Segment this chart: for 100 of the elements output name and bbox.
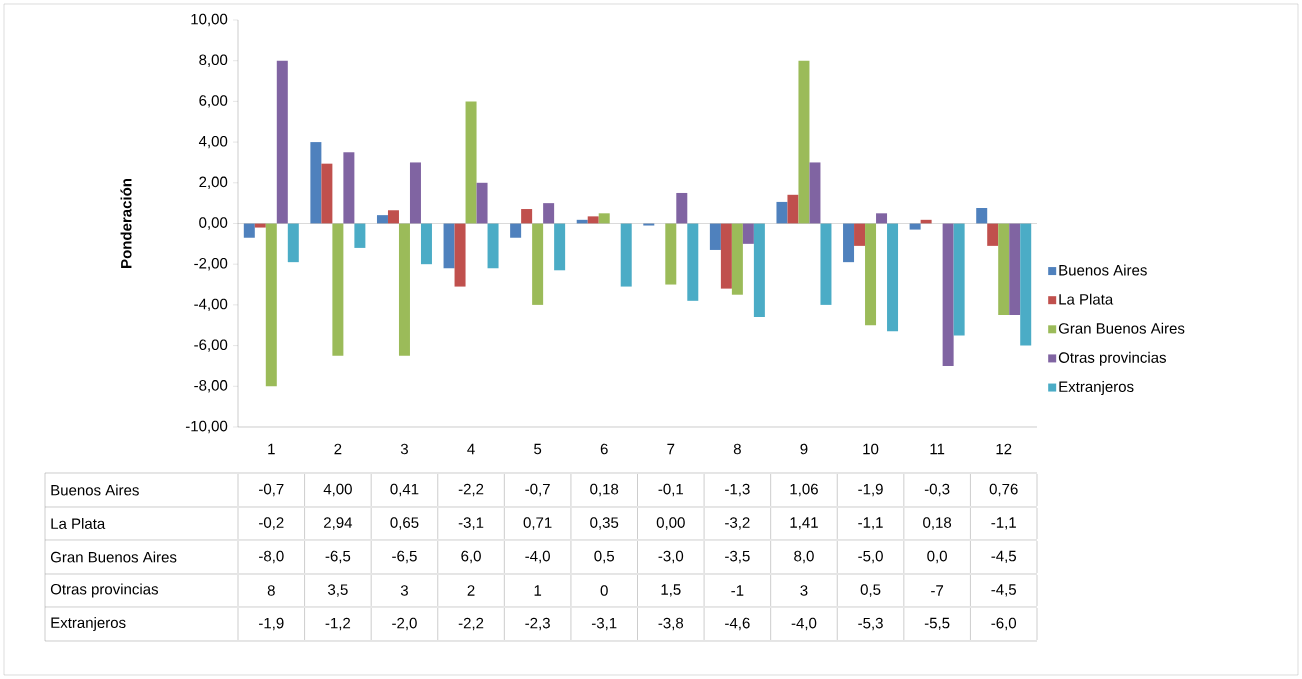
data-label: 8 — [267, 585, 275, 596]
data-label: 0,35 — [590, 517, 619, 530]
bar — [709, 223, 721, 250]
data-label: -4,0 — [525, 550, 550, 564]
bar — [443, 223, 455, 269]
bar — [587, 216, 599, 224]
x-tick-label: 8 — [733, 443, 741, 455]
text: Buenos Aires — [51, 484, 139, 496]
x-tick-label: 12 — [996, 443, 1012, 455]
data-label: -7 — [931, 585, 944, 596]
x-tick-label: 7 — [667, 443, 675, 455]
y-tick-label: -2,00 — [194, 257, 228, 271]
bar — [521, 209, 533, 224]
data-label: -0,2 — [259, 517, 284, 530]
bar — [387, 210, 399, 224]
y-tick-label: 4,00 — [198, 135, 228, 149]
data-label: -1,3 — [725, 483, 750, 497]
data-label: -4,5 — [991, 584, 1017, 597]
bar — [554, 223, 566, 271]
data-label: 0,65 — [390, 517, 419, 530]
data-label: -1,2 — [325, 617, 351, 631]
bar — [265, 223, 277, 387]
y-tick-label: 6,00 — [199, 95, 228, 108]
data-label: -6,0 — [991, 617, 1017, 631]
bar — [665, 223, 677, 285]
bar — [620, 223, 632, 287]
bar — [420, 223, 432, 265]
bar — [998, 223, 1010, 316]
bar — [909, 223, 921, 230]
bar — [343, 152, 355, 224]
bar — [1020, 223, 1032, 346]
x-tick-label: 11 — [930, 443, 945, 455]
bar — [987, 223, 999, 246]
bar — [976, 208, 988, 224]
legend-label: Extranjeros — [1059, 380, 1134, 395]
x-tick-label: 6 — [600, 443, 608, 455]
data-label: 0,18 — [923, 517, 952, 530]
bar — [865, 223, 877, 326]
bar — [643, 223, 655, 226]
bar — [543, 203, 555, 224]
bar — [1009, 223, 1021, 316]
y-tick-label: -4,00 — [194, 298, 228, 312]
data-label: 3,5 — [328, 584, 348, 597]
bar — [510, 223, 522, 238]
y-tick-label: -6,00 — [194, 339, 228, 352]
data-label: 1,06 — [790, 483, 818, 497]
data-label: 1,41 — [790, 517, 818, 530]
data-label: -1,1 — [858, 517, 883, 530]
data-label: 0,5 — [594, 550, 615, 564]
data-label: -5,0 — [858, 550, 883, 564]
bar — [409, 162, 421, 224]
data-label: 0 — [600, 585, 608, 596]
data-label: 0,71 — [523, 517, 552, 530]
data-label: -5,5 — [924, 617, 950, 631]
text: Gran Buenos Aires — [50, 551, 177, 563]
data-label: -2,3 — [525, 617, 550, 631]
data-label: -0,7 — [525, 483, 550, 497]
bar — [287, 223, 299, 263]
y-tick-label: 2,00 — [199, 176, 228, 189]
data-label: -3,8 — [658, 617, 684, 631]
x-tick-label: 4 — [467, 443, 475, 455]
data-label: 3 — [400, 585, 408, 596]
data-label: 3 — [800, 585, 808, 596]
data-label: -2,2 — [458, 483, 484, 497]
bar — [953, 223, 965, 336]
bar — [254, 223, 266, 228]
y-axis-title: Ponderación — [120, 178, 132, 268]
bar — [321, 163, 333, 224]
bar — [276, 60, 288, 224]
text: Extranjeros — [51, 616, 126, 631]
bar — [720, 223, 732, 289]
bar — [787, 194, 799, 224]
data-label: -0,1 — [658, 483, 683, 497]
bar — [887, 223, 899, 332]
bar — [476, 182, 488, 224]
bar — [843, 223, 855, 263]
data-label: 1,5 — [661, 584, 681, 597]
x-tick-label: 3 — [400, 443, 408, 455]
data-label: -4,5 — [991, 550, 1017, 564]
data-label: -3,1 — [591, 617, 617, 631]
bar — [376, 215, 388, 224]
bar — [731, 223, 743, 295]
x-tick-label: 10 — [863, 443, 879, 455]
data-label: -3,0 — [658, 550, 684, 564]
data-label: -5,3 — [858, 617, 883, 631]
bar — [454, 223, 466, 287]
data-label: -0,3 — [924, 483, 950, 497]
data-label: -3,1 — [458, 517, 484, 530]
bar — [809, 162, 821, 224]
data-label: 0,18 — [590, 483, 619, 497]
bar — [942, 223, 954, 366]
data-label: -1 — [731, 585, 744, 596]
legend-label: La Plata — [1059, 293, 1114, 305]
bar — [776, 201, 788, 224]
data-label: 2 — [467, 585, 475, 596]
data-label: 0,76 — [989, 483, 1018, 497]
y-tick-label: -10,00 — [185, 420, 228, 434]
x-tick-label: 5 — [534, 443, 542, 455]
data-label: -8,0 — [259, 550, 284, 564]
data-label: -6,5 — [325, 550, 351, 564]
